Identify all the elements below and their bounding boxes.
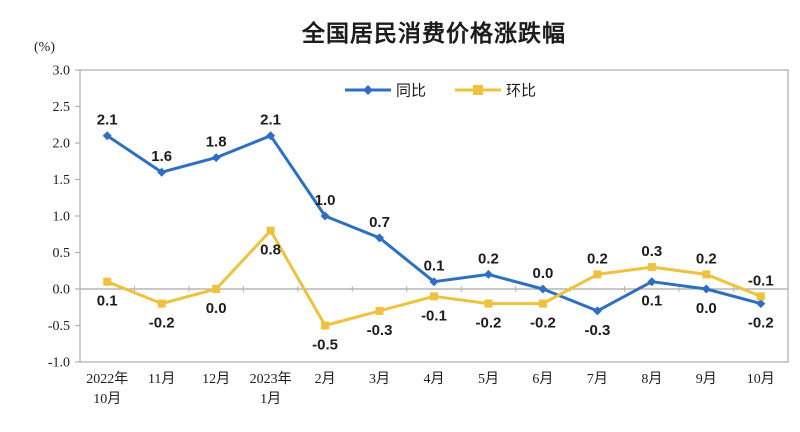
data-label-yoy: 0.0 (696, 300, 717, 317)
data-point-marker-yoy (102, 131, 112, 141)
data-point-marker-mom (375, 306, 384, 315)
x-axis-label: 12月 (202, 371, 230, 387)
y-tick-label: 0.0 (53, 283, 71, 298)
data-label-mom: -0.2 (149, 315, 175, 332)
data-point-marker-yoy (429, 277, 439, 287)
x-axis-label: 8月 (641, 371, 662, 387)
y-tick-label: 1.0 (53, 210, 71, 225)
data-point-marker-mom (266, 226, 275, 235)
data-point-marker-yoy (483, 269, 493, 279)
data-label-mom: -0.3 (367, 322, 393, 339)
data-point-marker-yoy (701, 284, 711, 294)
x-axis-label: 2022年 (86, 371, 128, 387)
data-label-yoy: 2.1 (97, 112, 118, 129)
legend-swatch-marker-yoy (363, 85, 373, 95)
chart-title: 全国居民消费价格涨跌幅 (302, 20, 566, 46)
x-axis-label: 5月 (478, 371, 499, 387)
x-axis-label: 10月 (93, 391, 121, 407)
data-point-marker-yoy (647, 277, 657, 287)
data-label-yoy: -0.3 (584, 322, 610, 339)
x-axis-label: 6月 (532, 371, 553, 387)
data-label-mom: 0.3 (641, 243, 662, 260)
x-axis-label: 11月 (148, 371, 175, 387)
data-point-marker-yoy (592, 306, 602, 316)
data-label-mom: 0.8 (260, 242, 281, 259)
data-point-marker-yoy (756, 299, 766, 309)
data-label-mom: 0.2 (587, 250, 608, 267)
data-label-mom: -0.1 (421, 307, 447, 324)
data-point-marker-mom (593, 270, 602, 279)
y-tick-label: 2.5 (53, 100, 71, 115)
x-axis-label: 4月 (424, 371, 445, 387)
data-point-marker-mom (484, 299, 493, 308)
x-axis-label: 2023年 (250, 371, 292, 387)
x-axis-label: 2月 (315, 371, 336, 387)
y-tick-label: 3.0 (53, 64, 71, 79)
data-point-marker-mom (430, 292, 438, 301)
data-point-marker-mom (702, 270, 711, 279)
data-point-marker-mom (103, 277, 112, 286)
data-point-marker-mom (321, 321, 330, 330)
data-point-marker-yoy (375, 233, 385, 243)
y-axis-unit-label: (%) (34, 40, 55, 55)
data-point-marker-mom (538, 299, 547, 308)
data-point-marker-mom (212, 285, 221, 293)
legend-label-mom: 环比 (506, 83, 536, 100)
data-label-yoy: 1.0 (315, 192, 336, 209)
data-label-mom: -0.5 (312, 337, 338, 354)
data-label-yoy: 1.8 (206, 134, 227, 151)
data-label-mom: -0.1 (748, 272, 774, 289)
data-point-marker-yoy (211, 153, 221, 163)
data-point-marker-yoy (266, 131, 276, 141)
data-label-yoy: 1.6 (151, 148, 172, 165)
data-point-marker-mom (647, 263, 656, 272)
x-axis-label: 7月 (587, 371, 608, 387)
legend-label-yoy: 同比 (396, 83, 426, 100)
data-label-yoy: -0.2 (748, 315, 774, 332)
data-label-mom: -0.2 (476, 315, 502, 332)
data-point-marker-yoy (320, 211, 330, 221)
y-tick-label: 1.5 (53, 173, 71, 188)
data-point-marker-mom (756, 292, 765, 301)
y-tick-label: -0.5 (48, 319, 70, 334)
data-label-mom: -0.2 (530, 315, 556, 332)
data-label-mom: 0.2 (696, 250, 717, 267)
y-tick-label: 0.5 (53, 246, 71, 261)
data-label-yoy: 0.1 (424, 258, 445, 275)
x-axis-label: 3月 (369, 371, 390, 387)
data-label-yoy: 2.1 (260, 112, 281, 129)
x-axis-label: 1月 (260, 391, 281, 407)
data-point-marker-mom (157, 299, 166, 308)
y-tick-label: -1.0 (48, 356, 70, 371)
data-label-yoy: 0.7 (369, 214, 390, 231)
x-axis-label: 10月 (747, 371, 775, 387)
data-point-marker-yoy (538, 284, 548, 294)
data-label-mom: 0.1 (97, 293, 118, 310)
data-label-mom: 0.0 (206, 300, 227, 317)
y-tick-label: 2.0 (53, 137, 71, 152)
data-label-yoy: 0.2 (478, 250, 499, 267)
data-label-yoy: 0.1 (641, 293, 662, 310)
legend-swatch-marker-mom (473, 85, 483, 95)
x-axis-label: 9月 (696, 371, 717, 387)
data-label-yoy: 0.0 (532, 265, 553, 282)
data-point-marker-yoy (157, 167, 167, 177)
